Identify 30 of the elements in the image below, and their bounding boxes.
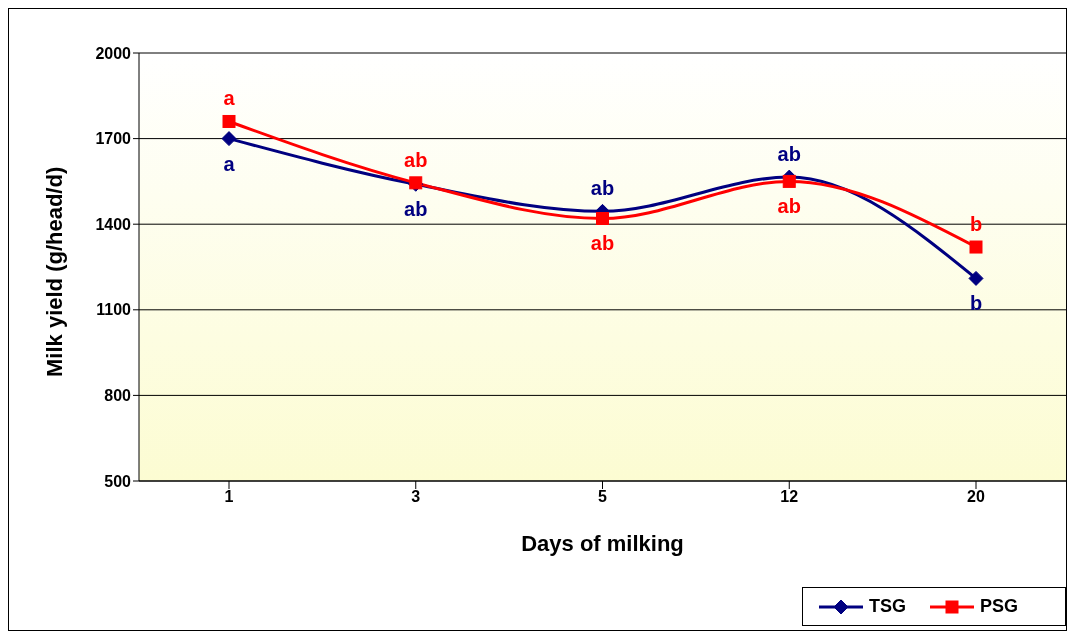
data-label: ab <box>404 148 428 171</box>
x-tick-label: 12 <box>780 488 799 506</box>
point <box>782 174 796 188</box>
y-tick-label: 1700 <box>95 130 132 148</box>
x-tick-label: 20 <box>967 488 985 506</box>
data-label: ab <box>590 232 615 255</box>
data-label: ab <box>590 177 615 200</box>
y-tick-label: 1400 <box>95 215 132 233</box>
y-tick-label: 500 <box>104 472 132 490</box>
x-tick-label: 5 <box>598 488 608 506</box>
data-label: a <box>223 87 236 110</box>
data-label: ab <box>404 198 428 221</box>
x-tick-label: 3 <box>411 488 421 506</box>
y-tick-label: 2000 <box>95 44 132 62</box>
point <box>968 270 984 286</box>
y-tick-label: 800 <box>104 387 132 405</box>
x-tick-label: 1 <box>224 488 234 506</box>
point <box>221 131 237 147</box>
data-label: b <box>969 292 983 315</box>
x-axis-title: Days of milking <box>521 531 684 556</box>
data-label: ab <box>777 143 801 166</box>
legend-label: PSG <box>979 596 1019 617</box>
point <box>222 114 236 128</box>
point <box>969 240 983 254</box>
y-axis-title: Milk yield (g/head/d) <box>41 166 67 377</box>
point <box>596 211 609 225</box>
data-label: a <box>223 152 236 175</box>
y-tick-label: 1100 <box>96 301 132 319</box>
legend-label: TSG <box>868 596 907 617</box>
data-label: ab <box>777 195 801 218</box>
